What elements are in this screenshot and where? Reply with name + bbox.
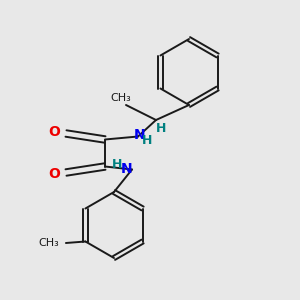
Text: O: O: [49, 167, 61, 181]
Text: H: H: [142, 134, 152, 147]
Text: H: H: [156, 122, 167, 135]
Text: CH₃: CH₃: [110, 93, 131, 103]
Text: O: O: [49, 125, 61, 139]
Text: CH₃: CH₃: [39, 238, 59, 248]
Text: N: N: [121, 162, 132, 176]
Text: H: H: [112, 158, 122, 172]
Text: N: N: [134, 128, 145, 142]
